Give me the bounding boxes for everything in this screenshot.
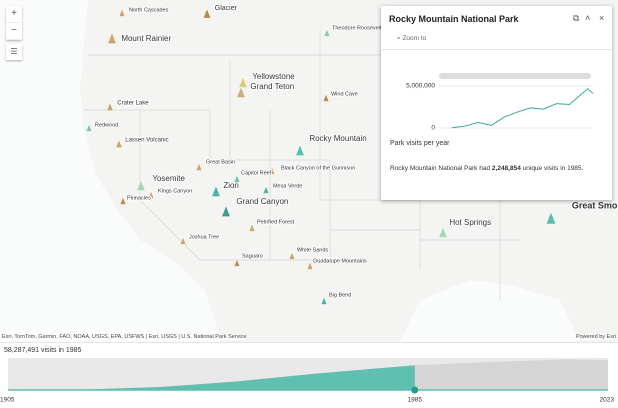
park-label: Mesa Verde <box>273 183 302 189</box>
visits-line <box>451 88 594 129</box>
park-icon <box>438 226 448 238</box>
park-icon <box>268 166 276 175</box>
x-tick-label: 1985 <box>408 397 423 404</box>
park-icon <box>119 196 127 205</box>
park-label: Wind Cave <box>331 91 358 97</box>
park-icon <box>106 101 114 111</box>
zoom-out-button[interactable]: − <box>6 23 22 40</box>
zoom-in-button[interactable]: + <box>6 6 22 23</box>
powered-by: Powered by Esri <box>575 334 616 340</box>
park-icon <box>288 251 296 260</box>
park-icon <box>238 76 248 88</box>
park-icon <box>179 236 187 245</box>
park-icon <box>211 185 221 197</box>
x-tick-label: 2023 <box>600 397 615 404</box>
park-label: Mount Rainier <box>121 34 171 43</box>
park-label: Grand Teton <box>250 82 294 91</box>
park-icon <box>221 205 231 217</box>
park-icon <box>323 28 331 37</box>
x-tick-label: 1905 <box>0 397 15 404</box>
park-label: Saguaro <box>242 253 263 259</box>
park-icon <box>233 174 241 183</box>
zoom-to-button[interactable]: ⌕ Zoom to <box>397 35 427 42</box>
park-label: Lassen Volcanic <box>125 138 168 144</box>
y-tick-label: 0 <box>431 125 435 132</box>
popup-title: Rocky Mountain National Park <box>389 14 519 24</box>
park-label: Grand Canyon <box>236 197 288 206</box>
timeline-status: 58,287,491 visits in 1985 <box>4 347 82 354</box>
park-label: Guadalupe Mountains <box>313 258 367 264</box>
desc-text: unique visits in 1985. <box>522 165 584 172</box>
park-icon <box>236 86 246 98</box>
park-label: Petrified Forest <box>257 219 295 225</box>
park-icon <box>107 32 117 44</box>
park-icon <box>147 190 155 199</box>
park-label: Joshua Tree <box>189 234 219 240</box>
dock-button[interactable]: ⧉ <box>573 13 580 23</box>
legend-button[interactable]: ☰ <box>6 44 22 60</box>
description: Rocky Mountain National Park had 2,248,8… <box>390 164 600 173</box>
park-icon <box>118 8 126 17</box>
attribution: Esri, TomTom, Garmin, FAO, NOAA, USGS, E… <box>2 334 247 340</box>
park-icon <box>195 162 203 171</box>
park-label: Great Smoky Mountains <box>572 200 618 210</box>
park-icon <box>545 211 557 225</box>
timeline[interactable]: 1905 1985 2023 <box>0 342 618 408</box>
visits-chart: 0 5,000,000 <box>406 73 594 132</box>
park-label: Rocky Mountain <box>309 134 366 143</box>
park-label: Kings Canyon <box>158 188 192 194</box>
park-label: Hot Springs <box>449 218 491 227</box>
divider <box>381 49 612 50</box>
park-icon <box>136 179 146 191</box>
park-icon <box>262 185 270 194</box>
park-icon <box>295 144 305 156</box>
park-label: Crater Lake <box>117 101 149 107</box>
park-label: North Cascades <box>129 7 169 13</box>
desc-visits: 2,248,854 <box>491 165 521 172</box>
ocean <box>0 0 222 342</box>
park-icon <box>85 123 93 132</box>
park-label: Theodore Roosevelt <box>332 25 382 31</box>
park-icon <box>322 93 330 102</box>
close-button[interactable]: × <box>599 13 605 23</box>
y-tick-label: 5,000,000 <box>406 83 435 90</box>
park-label: Black Canyon of the Gunnison <box>281 165 355 171</box>
park-icon <box>202 8 212 19</box>
park-label: Redwood <box>95 122 118 128</box>
gulf <box>400 280 580 342</box>
park-label: Yellowstone <box>252 72 295 81</box>
zoom-controls: + − <box>6 6 22 40</box>
popup: Rocky Mountain National Park ⧉ ˄ × ⌕ Zoo… <box>381 6 612 200</box>
park-layer: North Cascades Glacier Theodore Roosevelt M… <box>85 4 618 305</box>
timeline-handle <box>411 386 419 394</box>
zoom-to-label: Zoom to <box>402 35 427 42</box>
park-label: Yosemite <box>152 174 185 183</box>
park-icon <box>306 261 314 270</box>
park-label: Capitol Reef <box>241 170 272 176</box>
park-label: Zion <box>223 181 239 190</box>
collapse-button[interactable]: ˄ <box>585 13 591 23</box>
park-label: White Sands <box>297 247 328 253</box>
park-label: Pinnacles <box>127 195 151 201</box>
park-label: Big Bend <box>329 292 351 298</box>
chart-caption: Park visits per year <box>390 140 450 147</box>
park-icon <box>248 223 256 232</box>
desc-text: Rocky Mountain National Park had <box>390 165 491 172</box>
park-icon <box>320 296 328 305</box>
elapsed-area <box>8 365 415 390</box>
chart-scroll <box>439 73 591 79</box>
park-label: Glacier <box>215 5 238 12</box>
park-icon <box>233 258 241 267</box>
park-label: Great Basin <box>206 159 235 165</box>
park-icon <box>115 138 123 148</box>
